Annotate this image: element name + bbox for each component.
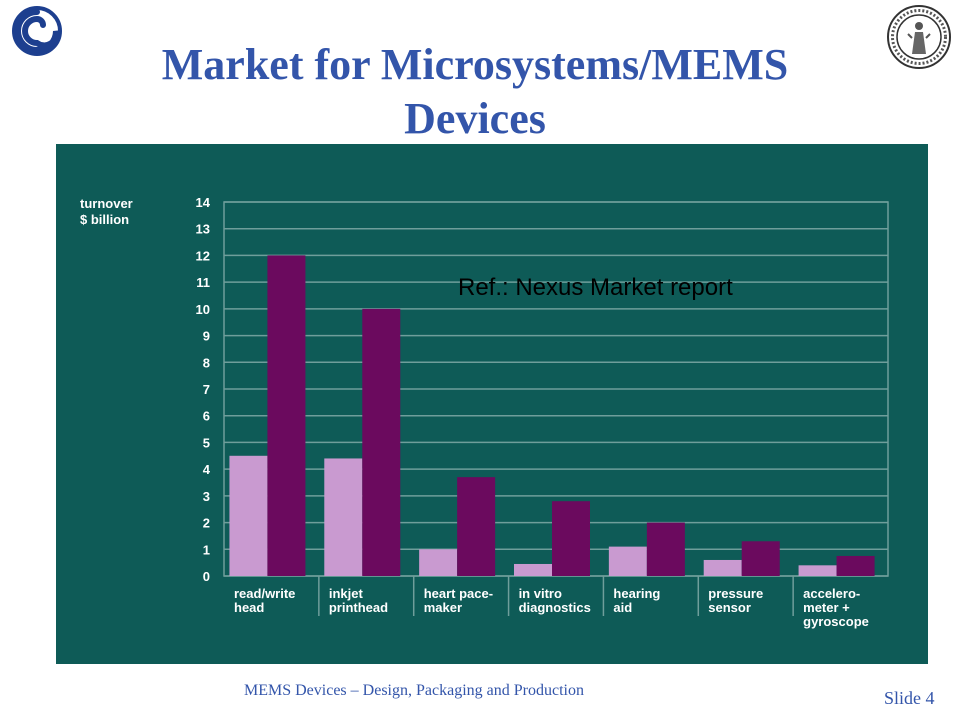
category-label: inkjet [329, 586, 364, 601]
category-label: gyroscope [803, 614, 869, 629]
category-label: hearing [613, 586, 660, 601]
category-label: aid [613, 600, 632, 615]
category-label: heart pace- [424, 586, 493, 601]
reference-annotation: Ref.: Nexus Market report [458, 274, 733, 301]
bar [741, 541, 780, 576]
y-tick-label: 12 [196, 248, 210, 263]
y-axis-label: turnover $ billion [80, 196, 133, 228]
y-tick-label: 2 [203, 516, 210, 531]
y-axis-label-line1: turnover [80, 196, 133, 211]
bar [798, 565, 837, 576]
category-label: accelero- [803, 586, 860, 601]
chart-svg: 01234567891011121314read/writeheadinkjet… [196, 195, 889, 629]
bar [229, 455, 268, 576]
slide-number: Slide 4 [884, 688, 935, 708]
category-label: sensor [708, 600, 751, 615]
category-label: read/write [234, 586, 295, 601]
y-tick-label: 4 [203, 462, 211, 477]
category-label: head [234, 600, 264, 615]
bar [514, 563, 552, 576]
bar [836, 555, 875, 576]
category-label: in vitro [519, 586, 562, 601]
bar [552, 501, 590, 576]
category-label: diagnostics [519, 600, 591, 615]
bar [324, 458, 363, 576]
bar [646, 522, 685, 576]
y-tick-label: 13 [196, 222, 210, 237]
swirl-logo-icon [12, 6, 62, 56]
slide-title-line1: Market for Microsystems/MEMS [161, 40, 789, 89]
category-label: printhead [329, 600, 388, 615]
y-tick-label: 5 [203, 435, 210, 450]
bar [608, 546, 647, 576]
y-tick-label: 10 [196, 302, 210, 317]
y-tick-label: 3 [203, 489, 210, 504]
bar [703, 559, 742, 576]
y-tick-label: 8 [203, 355, 210, 370]
slide-title-line2: Devices [404, 94, 546, 143]
y-tick-label: 14 [196, 195, 211, 210]
university-seal-icon [887, 5, 951, 69]
slide-title: Market for Microsystems/MEMS Devices [100, 38, 850, 146]
y-tick-label: 7 [203, 382, 210, 397]
bar [362, 308, 401, 576]
y-tick-label: 6 [203, 409, 210, 424]
bar [267, 255, 306, 576]
bar [457, 477, 496, 576]
category-label: meter + [803, 600, 850, 615]
y-axis-label-line2: $ billion [80, 212, 130, 227]
footer-text: MEMS Devices – Design, Packaging and Pro… [244, 682, 584, 699]
category-label: maker [424, 600, 462, 615]
bar-chart: 0 1 2 3 4 5 6 7 8 9 10 11 12 13 14 read/write head inkjet… [56, 144, 928, 664]
category-label: pressure [708, 586, 763, 601]
bar [419, 549, 458, 576]
y-tick-label: 11 [196, 275, 210, 290]
y-tick-label: 1 [203, 542, 210, 557]
y-tick-label: 9 [203, 329, 210, 344]
y-tick-label: 0 [203, 569, 210, 584]
